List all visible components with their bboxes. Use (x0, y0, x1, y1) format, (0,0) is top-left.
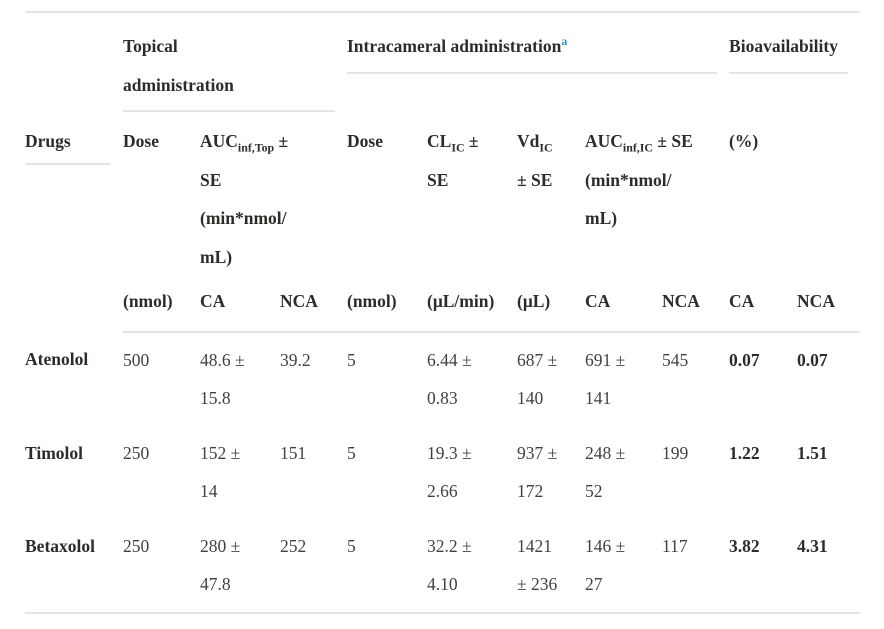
data-cell: 39.2 (280, 349, 311, 370)
text-segment: Dose (347, 131, 383, 151)
header-drugs: Drugs (25, 112, 123, 276)
header-cl-ic: CLIC ± SE (427, 112, 517, 276)
param-header-row: Drugs Dose AUCinf,Top ± SE (min*nmol/ mL… (25, 112, 860, 276)
table-row-betaxolol: Betaxolol 250 280 ± 47.8 252 5 32.2 ± 4.… (25, 518, 861, 614)
unit-nmol-ic: (nmol) (347, 276, 427, 333)
bioavailability-ca: 1.22 (729, 442, 760, 463)
group-header-intracameral: Intracameral administrationa (347, 12, 729, 112)
unit-nca-auc-top: NCA (280, 276, 347, 333)
header-auc-ic: AUCinf,IC ± SE (min*nmol/ mL) (585, 112, 729, 276)
unit-nca-auc-ic: NCA (662, 276, 730, 333)
unit-nca-bio: NCA (797, 276, 861, 333)
data-cell: 48.6 ± 15.8 (200, 349, 245, 409)
data-cell: 152 ± 14 (200, 442, 241, 502)
table-body: Atenolol 500 48.6 ± 15.8 39.2 5 6.44 ± 0… (25, 332, 861, 614)
text-segment: Drugs (25, 131, 71, 151)
data-cell: 6.44 ± 0.83 (427, 349, 472, 409)
unit-header-row: (nmol) CA NCA (nmol) (μL/min) (μL) CA NC… (25, 276, 861, 333)
data-cell: 252 (280, 518, 347, 614)
text-segment: ± SE (min*nmol/ mL) (585, 131, 693, 228)
subscript-text: inf,IC (622, 140, 653, 155)
text-segment: (%) (729, 131, 759, 151)
text-segment: Intracameral administration (347, 36, 562, 56)
header-drugs-label: Drugs (25, 122, 111, 165)
unit-ul-min: (μL/min) (427, 276, 517, 333)
text-segment: ± SE (min*nmol/ mL) (200, 131, 289, 267)
bioavailability-nca: 0.07 (797, 349, 828, 370)
group-header-bioavailability-label: Bioavailability (729, 27, 849, 74)
text-segment: Vd (517, 131, 540, 151)
header-dose-ic: Dose (347, 112, 427, 276)
table-row-timolol: Timolol 250 152 ± 14 151 5 19.3 ± 2.66 9… (25, 426, 860, 519)
text-segment: ± SE (517, 169, 553, 190)
text-segment: AUC (200, 131, 238, 151)
bioavailability-nca: 4.31 (797, 518, 861, 614)
pharmacokinetics-table: Topical administration Intracameral admi… (25, 11, 861, 614)
group-header-topical: Topical administration (123, 12, 347, 112)
text-segment: Dose (123, 131, 159, 151)
group-header-topical-label: Topical administration (123, 27, 335, 112)
data-cell: 250 (123, 442, 150, 463)
bioavailability-ca: 3.82 (729, 518, 798, 614)
text-segment: ± SE (427, 131, 479, 190)
data-cell: 19.3 ± 2.66 (427, 442, 472, 502)
data-cell: 117 (662, 518, 730, 614)
group-header-empty (25, 12, 123, 112)
table-row-atenolol: Atenolol 500 48.6 ± 15.8 39.2 5 6.44 ± 0… (25, 332, 860, 426)
data-cell: 691 ± 141 (585, 349, 626, 409)
data-cell: 146 ± 27 (585, 518, 662, 614)
data-cell: 687 ± 140 (517, 349, 558, 409)
data-cell: 248 ± 52 (585, 442, 626, 502)
header-vd-ic: VdIC ± SE (517, 112, 585, 276)
data-cell: 5 (347, 349, 356, 370)
data-cell: 500 (123, 349, 150, 370)
data-cell: 151 (280, 442, 307, 463)
text-segment: CL (427, 131, 452, 151)
text-segment: Topical administration (123, 36, 234, 95)
unit-nmol-topical: (nmol) (123, 276, 200, 333)
data-cell: 5 (347, 442, 356, 463)
data-cell: 545 (662, 349, 689, 370)
group-header-bioavailability: Bioavailability (729, 12, 860, 112)
header-dose-topical: Dose (123, 112, 200, 276)
unit-ca-auc-ic: CA (585, 276, 662, 333)
text-segment: Bioavailability (729, 36, 838, 56)
unit-ca-auc-top: CA (200, 276, 280, 333)
unit-empty (25, 276, 123, 332)
data-cell: 32.2 ± 4.10 (427, 518, 517, 614)
table-header: Topical administration Intracameral admi… (25, 12, 861, 333)
drug-name: Atenolol (25, 348, 89, 369)
text-segment: AUC (585, 131, 623, 151)
data-cell: 280 ± 47.8 (200, 518, 280, 614)
footnote-marker-a[interactable]: a (561, 34, 568, 49)
data-cell: 937 ± 172 (517, 442, 558, 502)
data-cell: 1421 ± 236 (517, 518, 585, 614)
subscript-text: IC (451, 140, 465, 155)
drug-name: Betaxolol (25, 518, 123, 614)
unit-ul: (μL) (517, 276, 585, 333)
data-cell: 199 (662, 442, 689, 463)
header-percent: (%) (729, 112, 860, 276)
bioavailability-ca: 0.07 (729, 349, 760, 370)
header-auc-topical: AUCinf,Top ± SE (min*nmol/ mL) (200, 112, 347, 276)
data-cell: 5 (347, 518, 427, 614)
table-container: Topical administration Intracameral admi… (25, 11, 861, 614)
subscript-text: IC (539, 140, 553, 155)
subscript-text: inf,Top (237, 140, 275, 155)
unit-ca-bio: CA (729, 276, 798, 333)
data-cell: 250 (123, 518, 200, 614)
group-header-row: Topical administration Intracameral admi… (25, 12, 860, 112)
group-header-intracameral-label: Intracameral administrationa (347, 27, 718, 74)
drug-name: Timolol (25, 442, 84, 463)
bioavailability-nca: 1.51 (797, 442, 828, 463)
